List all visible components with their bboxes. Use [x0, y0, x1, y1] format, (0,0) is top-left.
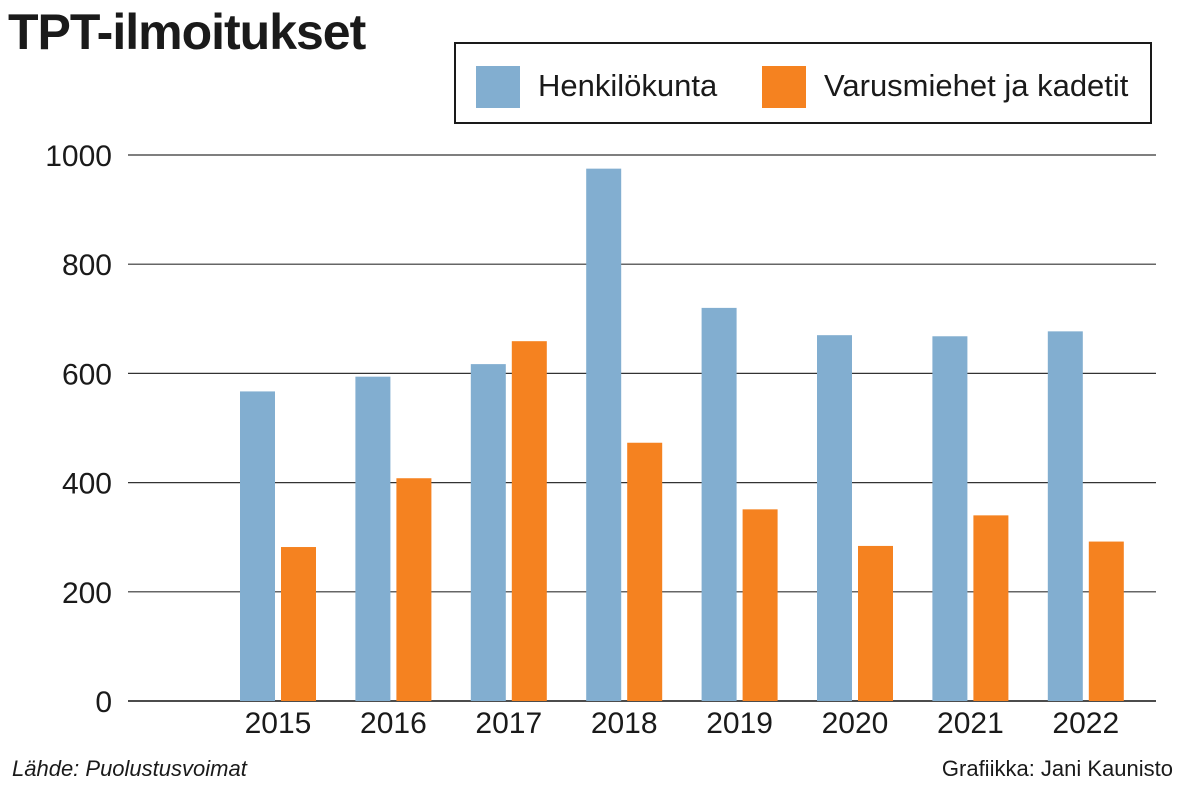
chart-title: TPT-ilmoitukset: [8, 4, 366, 60]
bar-henkilokunta-2022: [1047, 331, 1083, 701]
x-tick-label-2018: 2018: [591, 707, 658, 740]
x-tick-label-2020: 2020: [822, 707, 889, 740]
legend-swatch-varusmiehet: [762, 66, 806, 108]
bar-henkilokunta-2020: [817, 335, 852, 701]
bar-henkilokunta-2015: [240, 391, 275, 701]
graphics-credit: Grafiikka: Jani Kaunisto: [941, 756, 1173, 781]
x-tick-label-2015: 2015: [245, 707, 312, 740]
bar-varusmiehet-2022: [1088, 541, 1124, 701]
bar-henkilokunta-2016: [355, 376, 391, 701]
bar-varusmiehet-2015: [281, 547, 316, 701]
bar-varusmiehet-2016: [396, 478, 432, 701]
x-tick-label-2017: 2017: [475, 707, 542, 740]
bar-varusmiehet-2021: [973, 515, 1009, 701]
bar-henkilokunta-2019: [701, 307, 737, 701]
x-tick-label-2022: 2022: [1052, 707, 1119, 740]
source-note: Lähde: Puolustusvoimat: [12, 756, 247, 781]
bar-varusmiehet-2017: [511, 341, 547, 701]
x-tick-label-2021: 2021: [937, 707, 1004, 740]
y-tick-label-200: 200: [62, 577, 112, 610]
y-tick-label-1000: 1000: [45, 140, 112, 173]
legend: Henkilökunta Varusmiehet ja kadetit: [454, 42, 1152, 124]
bar-henkilokunta-2017: [470, 364, 506, 701]
legend-swatch-henkilokunta: [476, 66, 520, 108]
y-tick-label-800: 800: [62, 249, 112, 282]
x-tick-label-2016: 2016: [360, 707, 427, 740]
y-tick-label-400: 400: [62, 468, 112, 501]
bar-varusmiehet-2018: [627, 442, 663, 701]
bar-henkilokunta-2018: [586, 168, 622, 701]
bar-varusmiehet-2019: [742, 509, 778, 701]
x-tick-label-2019: 2019: [706, 707, 773, 740]
legend-label-henkilokunta: Henkilökunta: [538, 68, 718, 103]
legend-label-varusmiehet: Varusmiehet ja kadetit: [824, 68, 1129, 103]
y-tick-label-600: 600: [62, 358, 112, 391]
bar-varusmiehet-2020: [858, 545, 893, 701]
bar-henkilokunta-2021: [932, 336, 968, 701]
y-tick-label-0: 0: [95, 686, 112, 719]
